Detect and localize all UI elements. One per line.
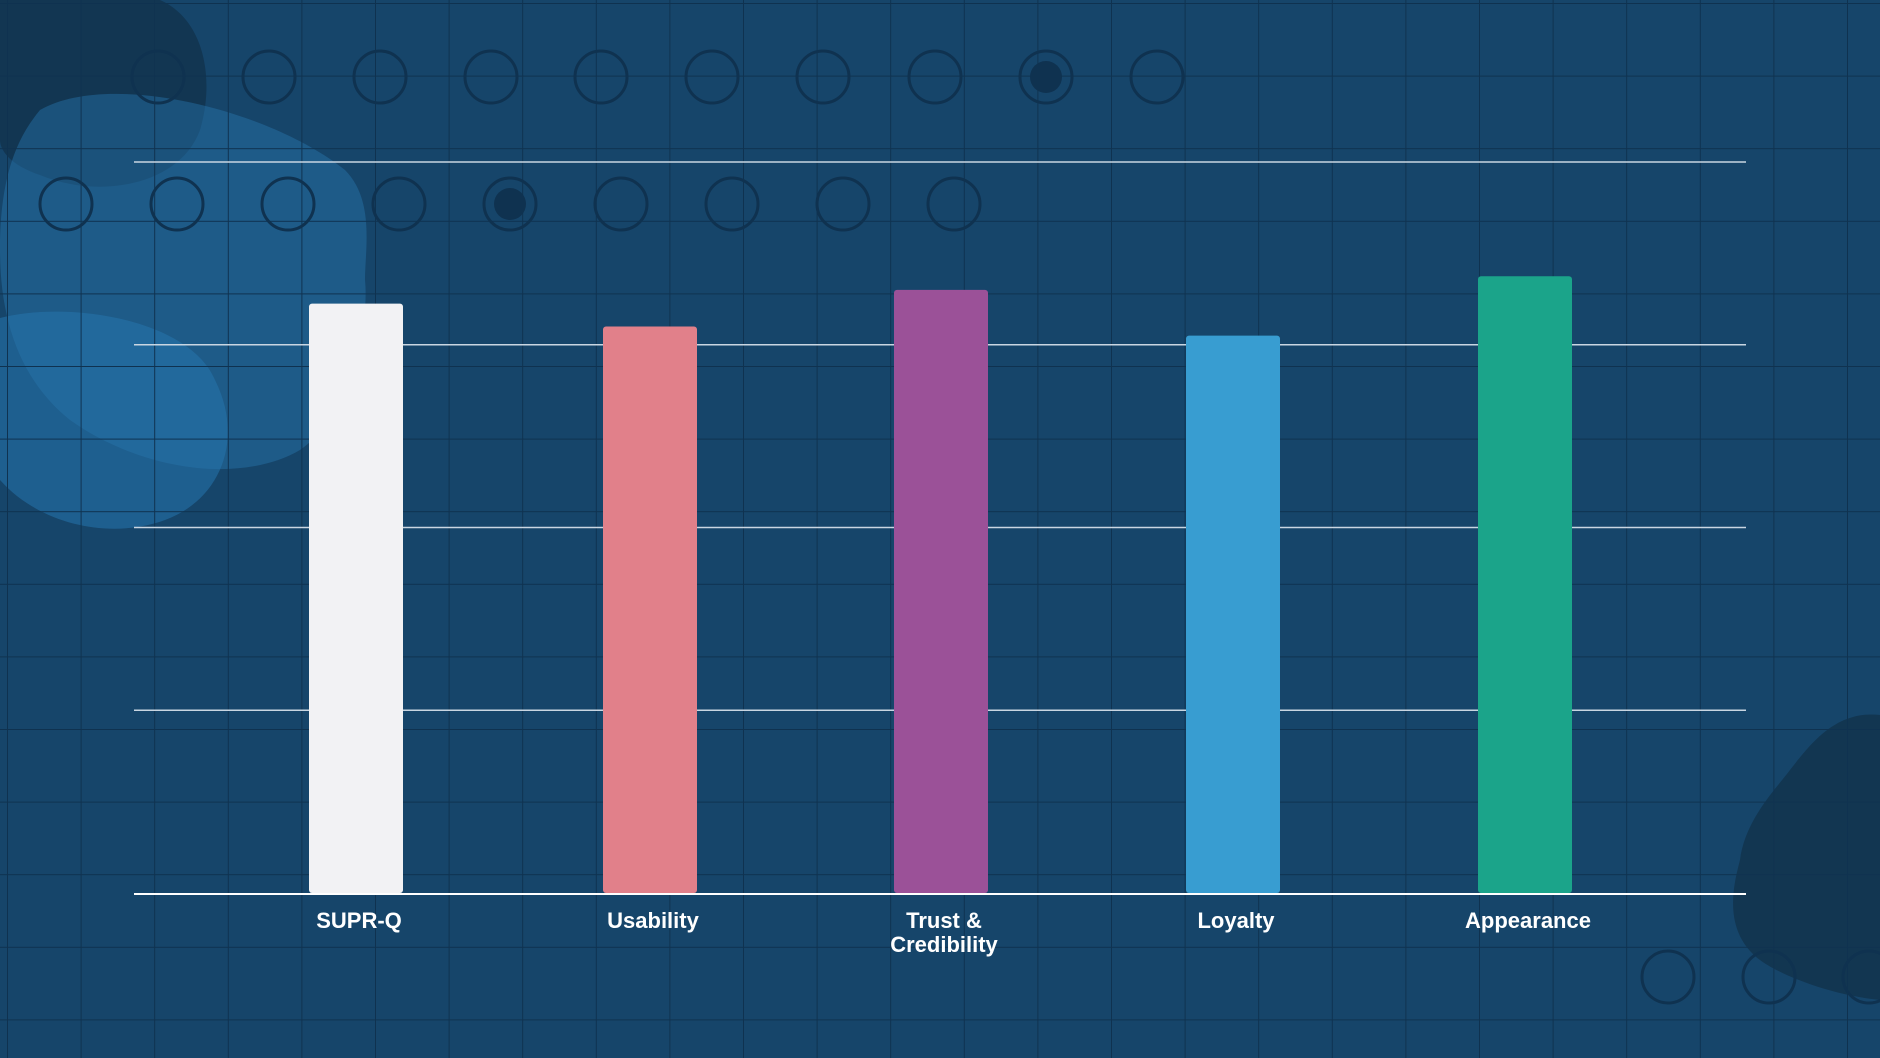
ring-mid-4 xyxy=(371,176,427,232)
ring-bottom-3 xyxy=(1841,949,1880,1005)
x-tick-label: Loyalty xyxy=(1197,908,1275,933)
ring-mid-8 xyxy=(815,176,871,232)
ring-mid-9 xyxy=(926,176,982,232)
ring-top-3 xyxy=(352,49,408,105)
ring-mid-2 xyxy=(149,176,205,232)
bar-trust-credibility xyxy=(894,289,988,893)
ring-mid-7 xyxy=(704,176,760,232)
ring-top-5 xyxy=(573,49,629,105)
ring-top-10 xyxy=(1129,49,1185,105)
bar-loyalty xyxy=(1186,335,1280,893)
ring-bottom-1 xyxy=(1640,949,1696,1005)
ring-top-6 xyxy=(684,49,740,105)
ring-top-1 xyxy=(130,49,186,105)
x-axis-labels: SUPR-Q Usability Trust & Credibility Loyalty… xyxy=(316,908,1591,957)
x-tick-label: SUPR-Q xyxy=(316,908,402,933)
bar-supr-q xyxy=(309,303,403,894)
bar-usability xyxy=(603,326,697,894)
decorative-rings xyxy=(38,49,1880,1005)
ring-top-9 xyxy=(1018,49,1074,105)
ring-top-9-dot xyxy=(1030,61,1062,93)
ring-mid-1 xyxy=(38,176,94,232)
ring-top-2 xyxy=(241,49,297,105)
ring-mid-5 xyxy=(482,176,538,232)
x-tick-label: Usability xyxy=(607,908,699,933)
ring-mid-6 xyxy=(593,176,649,232)
ring-bottom-2 xyxy=(1741,949,1797,1005)
bar-appearance xyxy=(1478,276,1572,893)
ring-mid-5-dot xyxy=(494,188,526,220)
x-tick-label: Trust & Credibility xyxy=(890,908,998,957)
ring-top-8 xyxy=(907,49,963,105)
ring-top-4 xyxy=(463,49,519,105)
x-tick-label: Appearance xyxy=(1465,908,1591,933)
ring-mid-3 xyxy=(260,176,316,232)
ring-top-7 xyxy=(795,49,851,105)
bar-series xyxy=(309,276,1572,894)
